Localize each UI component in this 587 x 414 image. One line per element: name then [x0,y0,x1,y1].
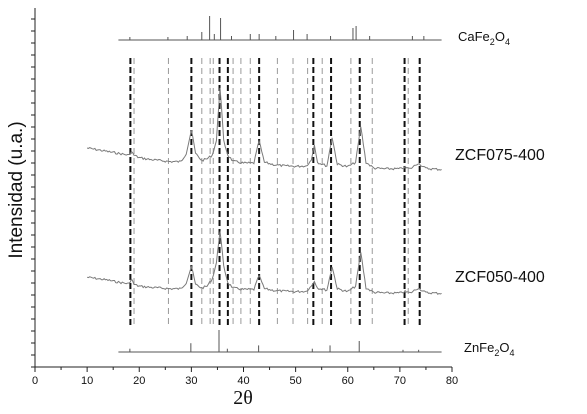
series-label-zcf075: ZCF075-400 [455,147,545,164]
x-tick-label-30: 30 [185,375,197,387]
x-tick-label-80: 80 [446,375,458,387]
ref-label-znfe2o4-main: ZnFe [464,340,494,355]
series-zcf075-line [86,87,442,171]
x-tick-label-70: 70 [394,375,406,387]
ref-label-znfe2o4-tail: O [499,340,509,355]
x-axis-label: 2θ [233,387,253,409]
x-tick-label-60: 60 [342,375,354,387]
x-tick-label-10: 10 [81,375,93,387]
y-axis-label: Intensidad (u.a.) [6,121,27,258]
ref-label-cafe2o4-sub2: 4 [505,37,510,47]
ref-label-znfe2o4-sub: 2 [494,348,499,358]
ref-label-cafe2o4-main: CaFe [458,29,490,44]
ref-label-znfe2o4-sub2: 4 [509,348,514,358]
x-tick-label-50: 50 [290,375,302,387]
x-tick-label-0: 0 [32,375,38,387]
series-label-zcf050: ZCF050-400 [455,269,545,286]
ref-label-cafe2o4: CaFe2O4 [458,29,510,47]
ref-label-cafe2o4-tail: O [495,29,505,44]
plot-area: 0 10 20 30 40 50 60 70 80 [31,8,458,387]
x-tick-label-20: 20 [133,375,145,387]
x-tick-label-40: 40 [237,375,249,387]
ref-label-cafe2o4-sub: 2 [490,37,495,47]
series-zcf050-line [86,231,442,295]
ref-label-znfe2o4: ZnFe2O4 [464,340,515,358]
